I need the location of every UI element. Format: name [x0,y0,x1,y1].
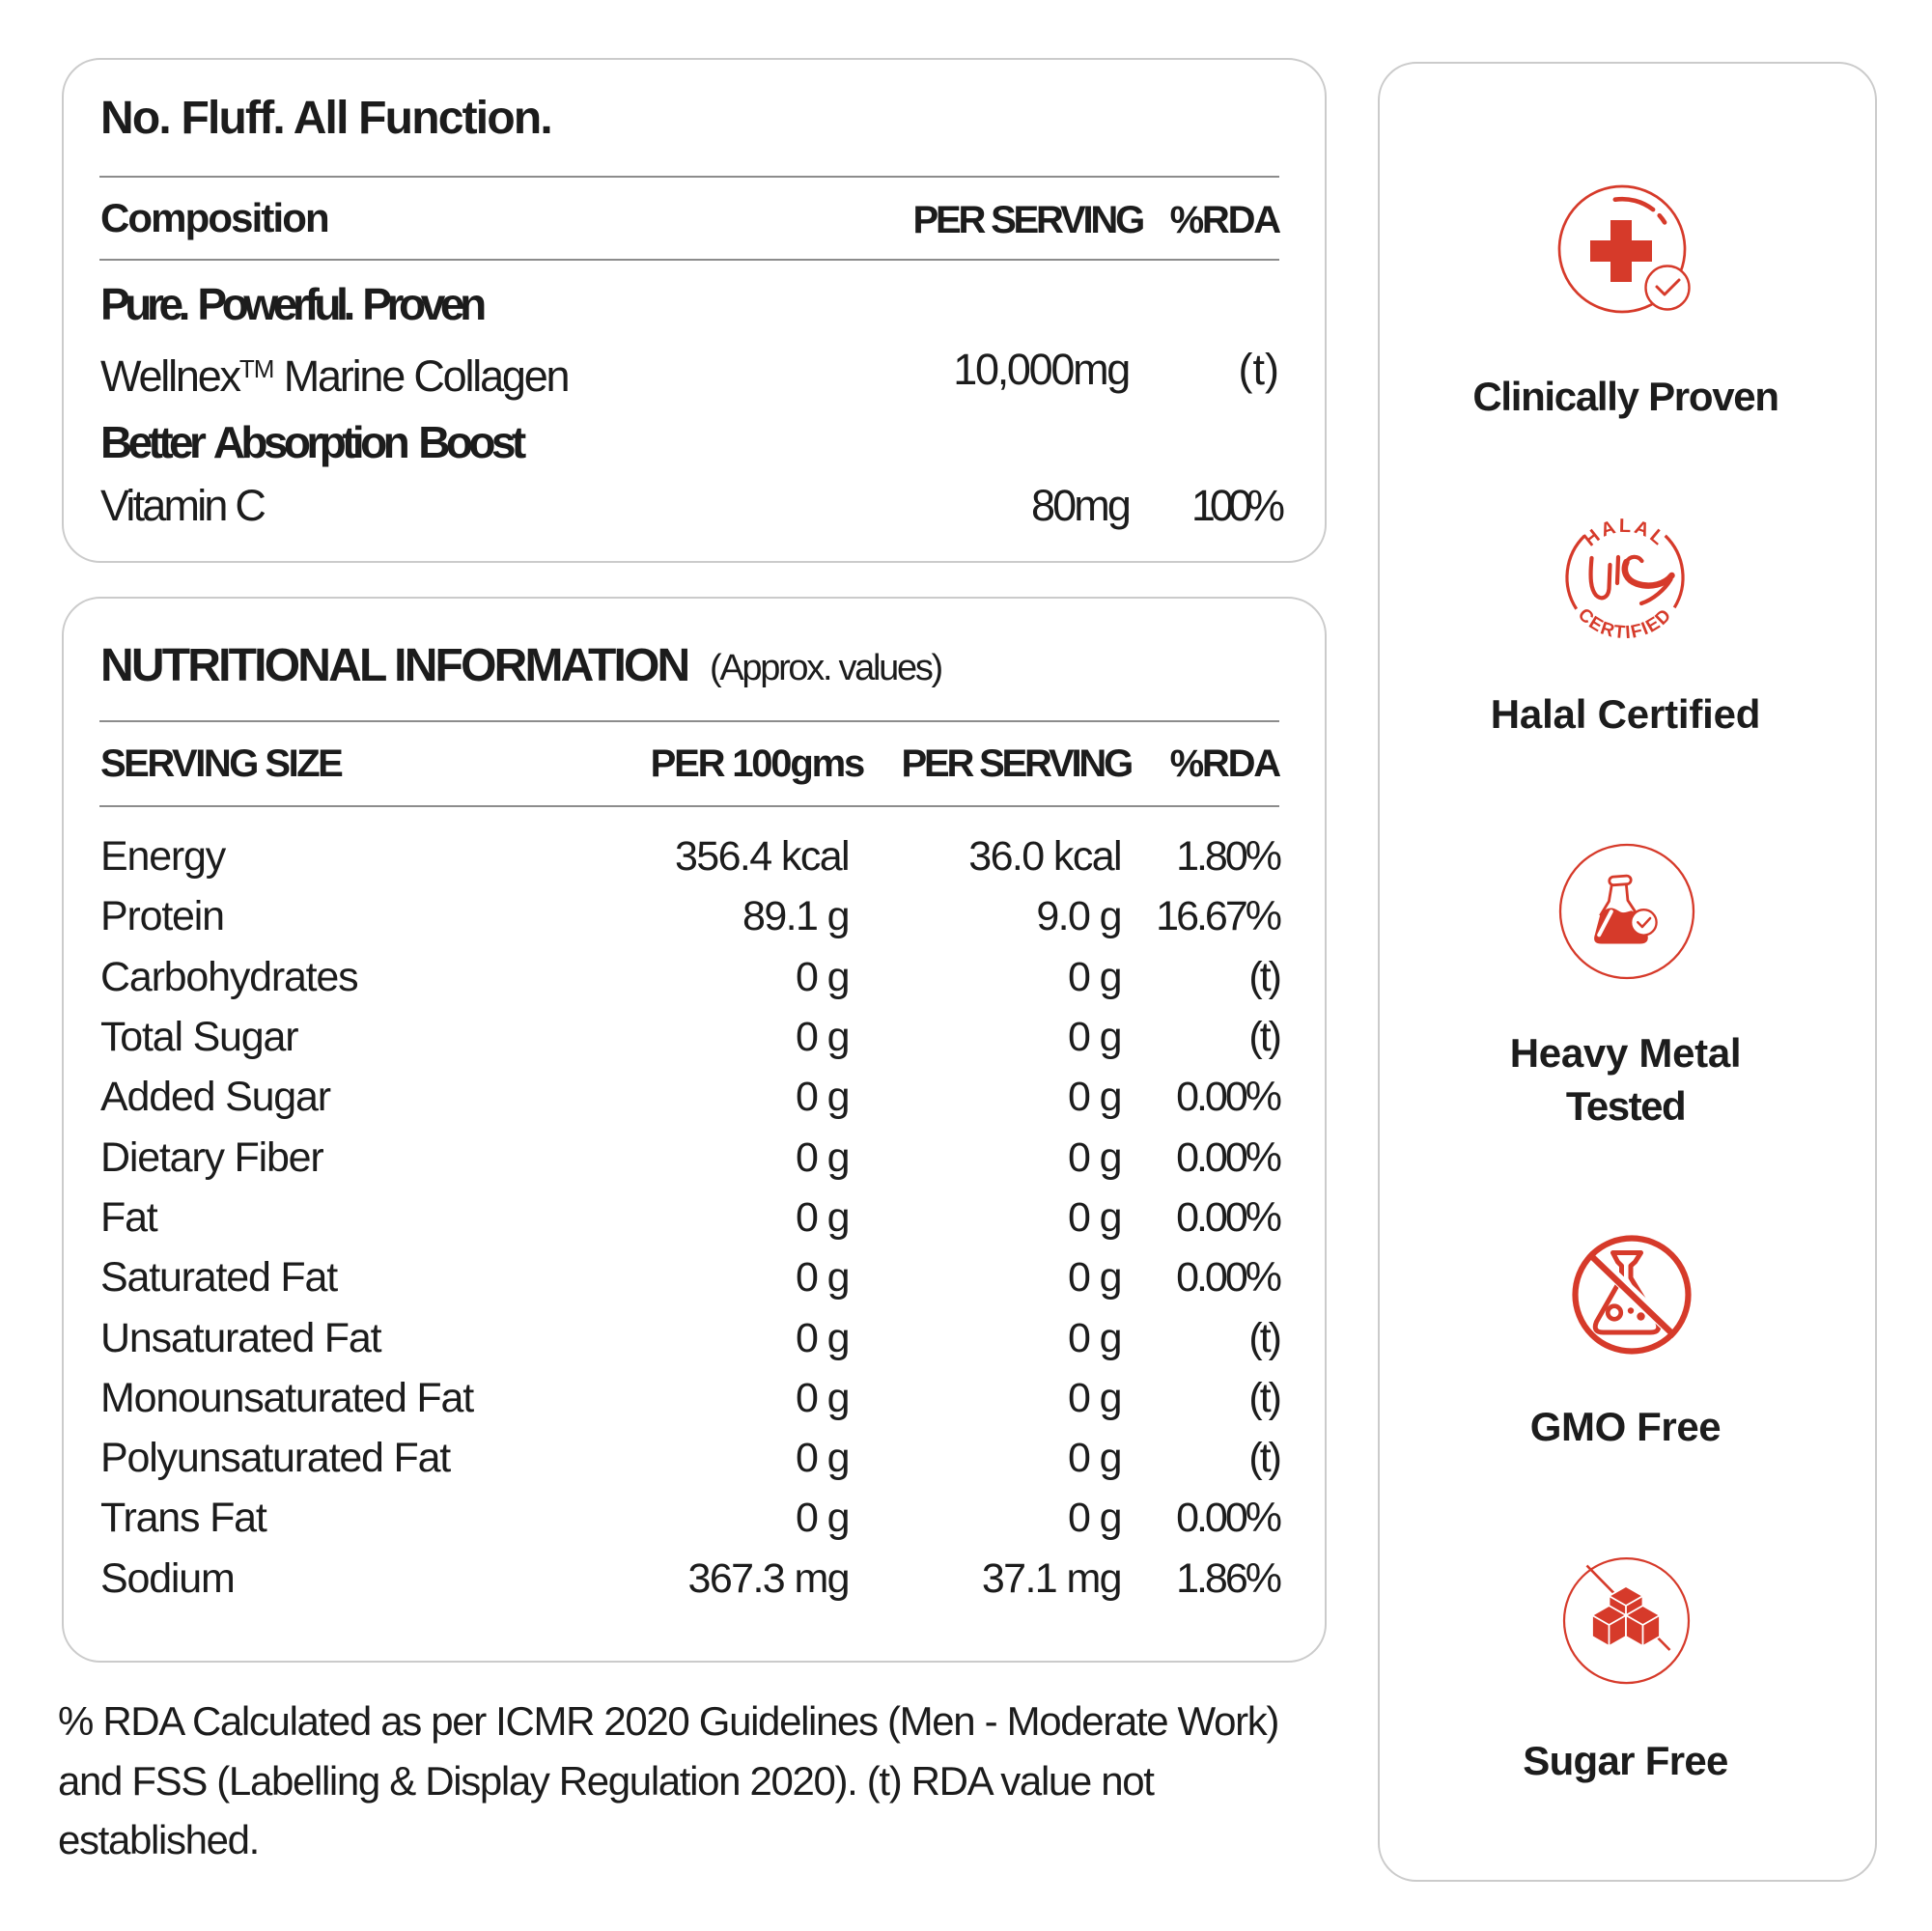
svg-text:HALAL: HALAL [1580,516,1669,551]
svg-text:CERTIFIED: CERTIFIED [1574,604,1676,643]
